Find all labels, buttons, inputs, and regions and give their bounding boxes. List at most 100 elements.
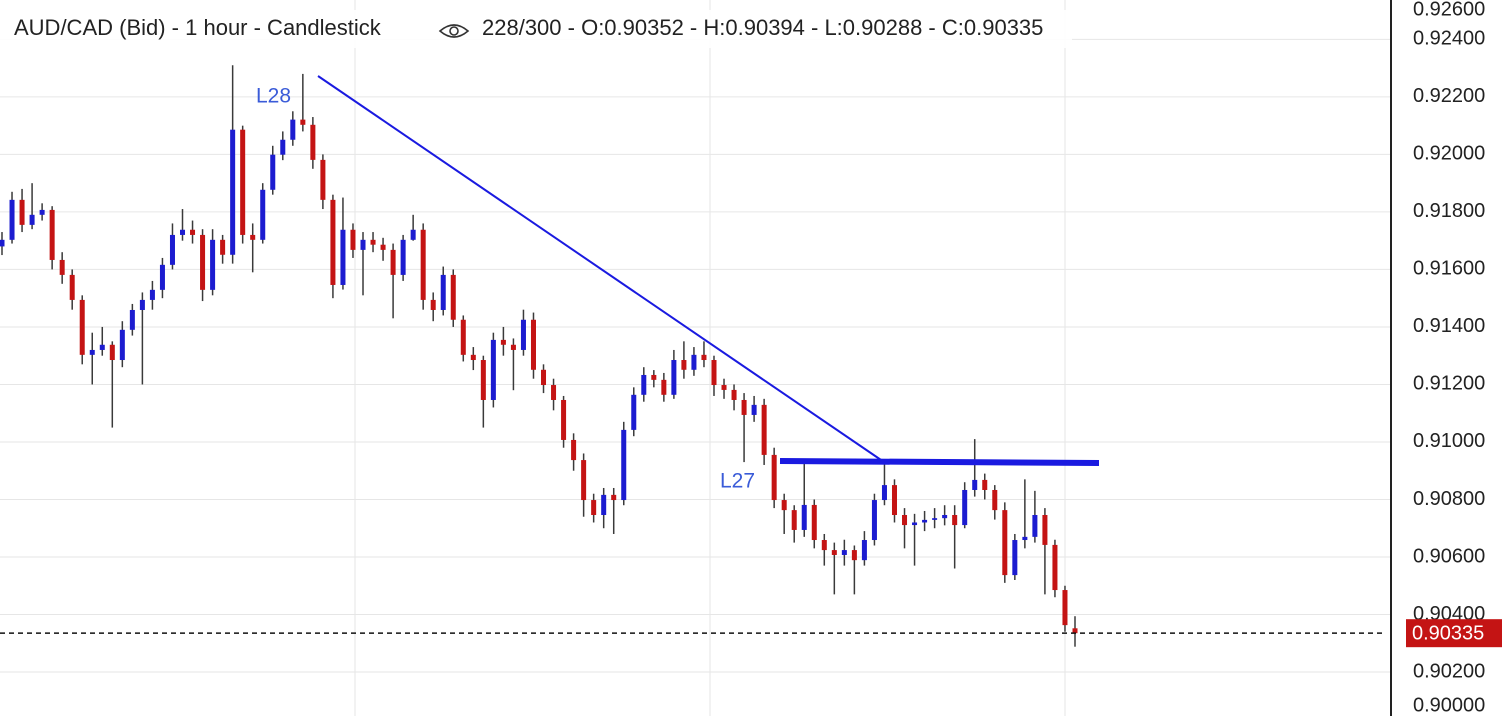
candle-body xyxy=(871,500,877,541)
candle-body xyxy=(551,385,557,400)
candle-body xyxy=(280,139,286,155)
y-tick-label: 0.90000 xyxy=(1413,694,1485,716)
candle-body xyxy=(932,518,938,520)
candle-body xyxy=(952,515,958,526)
candle-body xyxy=(912,522,918,526)
candle-body xyxy=(741,399,747,415)
y-tick-label: 0.90800 xyxy=(1413,488,1485,510)
candle-body xyxy=(340,229,346,285)
eye-icon xyxy=(438,24,470,38)
candle-body xyxy=(631,394,637,430)
candle-body xyxy=(731,389,737,400)
y-tick-label: 0.92200 xyxy=(1413,85,1485,107)
candle-body xyxy=(781,500,787,511)
candle-body xyxy=(962,489,968,526)
candle-body xyxy=(169,234,175,265)
trend-line xyxy=(317,75,885,463)
ohlc-info: 228/300 - O:0.90352 - H:0.90394 - L:0.90… xyxy=(482,15,1043,40)
candle-body xyxy=(902,515,908,526)
candle-body xyxy=(250,234,256,240)
candle-body xyxy=(360,239,366,250)
y-tick-label: 0.91000 xyxy=(1413,430,1485,452)
candle-body xyxy=(851,550,857,561)
candle-body xyxy=(300,119,306,125)
candle-body xyxy=(240,129,246,235)
candle-body xyxy=(200,234,206,290)
candle-body xyxy=(410,229,416,240)
y-tick-label: 0.92600 xyxy=(1413,0,1485,20)
candle-body xyxy=(721,385,727,390)
candle-body xyxy=(831,550,837,555)
candle-body xyxy=(621,429,627,501)
candle-body xyxy=(1072,628,1078,634)
candle-body xyxy=(29,214,35,225)
candle-body xyxy=(571,439,577,461)
candle-body xyxy=(420,229,426,300)
chart-title: AUD/CAD (Bid) - 1 hour - Candlestick xyxy=(14,15,382,40)
candle-body xyxy=(1002,510,1008,576)
last-price-box xyxy=(1406,619,1502,648)
header-bg xyxy=(0,10,1072,48)
candle-body xyxy=(801,504,807,530)
candle-body xyxy=(159,264,165,290)
candle-body xyxy=(751,404,757,415)
candle-body xyxy=(49,209,55,260)
candle-body xyxy=(651,374,657,380)
candle-body xyxy=(881,485,887,501)
candle-body xyxy=(681,360,687,370)
resistance-line xyxy=(779,458,1100,466)
candle-body xyxy=(0,239,5,247)
candle-body xyxy=(39,209,45,215)
candle-body xyxy=(992,489,998,511)
time-grid xyxy=(354,0,1066,716)
y-tick-label: 0.91200 xyxy=(1413,373,1485,395)
candle-body xyxy=(771,454,777,501)
candle-body xyxy=(591,500,597,516)
candle-body xyxy=(89,349,95,355)
candle-body xyxy=(260,189,266,240)
candle-body xyxy=(99,344,105,350)
candle-body xyxy=(480,360,486,400)
candle-body xyxy=(671,360,677,395)
candle-body xyxy=(190,229,196,235)
candle-body xyxy=(541,369,547,386)
candle-body xyxy=(711,360,717,386)
candle-body xyxy=(1042,515,1048,545)
candle-body xyxy=(691,354,697,370)
candle-body xyxy=(942,515,948,519)
y-tick-label: 0.90200 xyxy=(1413,660,1485,682)
candle-body xyxy=(561,399,567,440)
candle-body xyxy=(811,504,817,541)
candle-body xyxy=(450,274,456,320)
candle-body xyxy=(109,344,115,361)
candle-body xyxy=(440,274,446,310)
candle-body xyxy=(611,494,617,501)
candle-body xyxy=(490,339,496,400)
candle-body xyxy=(1022,536,1028,541)
candle-body xyxy=(470,354,476,361)
candle-body xyxy=(119,329,125,361)
candle-body xyxy=(390,249,396,275)
candle-body xyxy=(380,244,386,250)
candle-body xyxy=(400,239,406,275)
candle-body xyxy=(9,199,15,240)
candle-body xyxy=(320,159,326,200)
candle-body xyxy=(139,299,145,310)
candle-body xyxy=(601,494,607,516)
y-tick-label: 0.90600 xyxy=(1413,545,1485,567)
candle-body xyxy=(500,339,506,345)
candle-body xyxy=(210,239,216,290)
candle-body xyxy=(982,479,988,490)
candle-body xyxy=(510,344,516,350)
candle-body xyxy=(641,374,647,395)
candle-body xyxy=(230,129,236,255)
candle-body xyxy=(791,510,797,530)
candle-body xyxy=(59,259,65,275)
candle-body xyxy=(79,299,85,355)
candle-body xyxy=(129,309,135,330)
candle-body xyxy=(290,119,296,140)
candle-body xyxy=(19,199,25,225)
candle-body xyxy=(530,319,536,370)
candle-body xyxy=(220,239,226,255)
